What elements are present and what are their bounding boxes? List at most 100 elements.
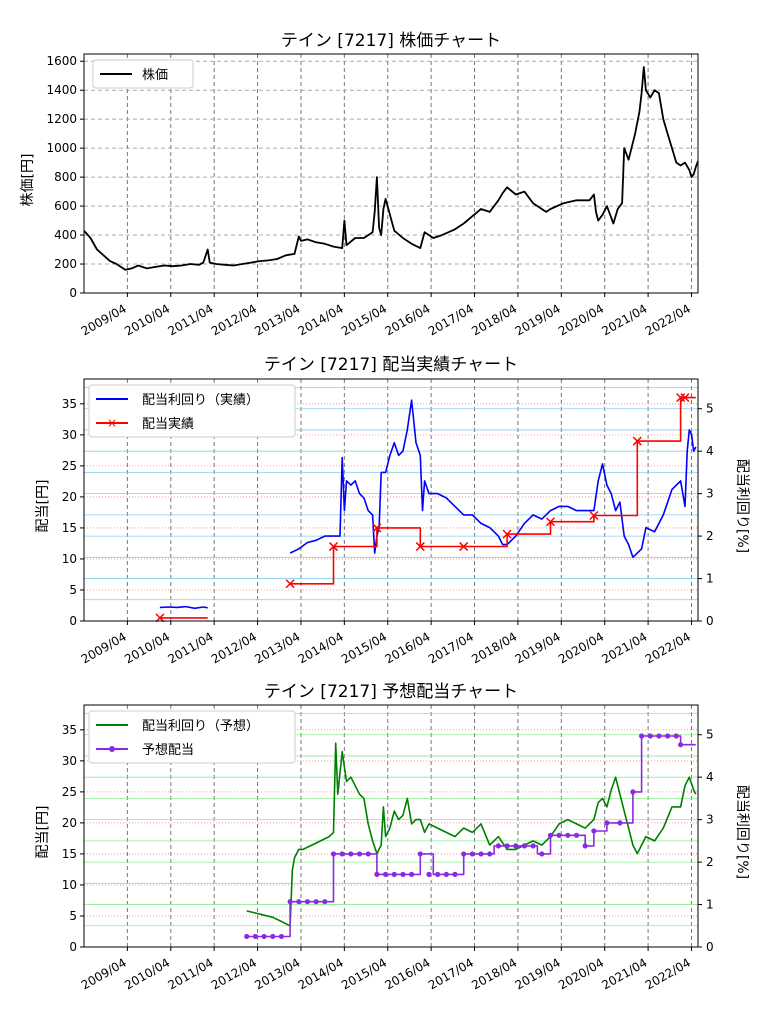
x-tick-label: 2020/04 bbox=[556, 955, 606, 992]
price-chart-ticks: 2009/042010/042011/042012/042013/042014/… bbox=[46, 54, 693, 338]
y-tick-label: 30 bbox=[62, 428, 77, 442]
dividend-forecast-frame bbox=[83, 704, 699, 948]
y2-tick-label: 3 bbox=[706, 813, 714, 827]
y-tick-label: 25 bbox=[62, 785, 77, 799]
data-point bbox=[348, 851, 354, 857]
series-line bbox=[289, 399, 697, 559]
dividend-actual-frame bbox=[83, 378, 699, 622]
data-point bbox=[673, 733, 679, 739]
dividend-forecast-legend: 配当利回り（予想） 予想配当 bbox=[88, 710, 296, 764]
data-point bbox=[461, 851, 467, 857]
x-tick-label: 2015/04 bbox=[339, 955, 389, 992]
data-point bbox=[617, 820, 623, 826]
dividend-actual-ylabel-right: 配当利回り[%] bbox=[734, 459, 750, 553]
price-chart-frame bbox=[83, 53, 699, 294]
data-point bbox=[573, 832, 580, 838]
data-point bbox=[459, 542, 469, 552]
series-line bbox=[83, 66, 699, 271]
legend-forecast-label: 予想配当 bbox=[142, 742, 194, 758]
data-point bbox=[545, 517, 555, 527]
data-point bbox=[647, 733, 653, 739]
x-tick-label: 2018/04 bbox=[469, 955, 519, 992]
dividend-forecast-ylabel: 配当[円] bbox=[35, 806, 51, 859]
data-point bbox=[487, 851, 493, 857]
data-point bbox=[589, 510, 599, 521]
price-chart-grid bbox=[84, 54, 698, 294]
y-tick-label: 5 bbox=[69, 583, 77, 597]
x-tick-label: 2020/04 bbox=[556, 629, 606, 666]
data-point bbox=[665, 733, 671, 739]
x-tick-label: 2017/04 bbox=[426, 955, 476, 992]
y-tick-label: 20 bbox=[62, 490, 77, 504]
y-tick-label: 5 bbox=[69, 909, 77, 923]
data-point bbox=[287, 899, 293, 905]
legend-forecast-marker bbox=[109, 746, 115, 752]
y-tick-label: 800 bbox=[54, 170, 77, 184]
y-tick-label: 0 bbox=[69, 286, 77, 300]
data-point bbox=[252, 933, 258, 940]
legend-box bbox=[88, 384, 296, 438]
data-point bbox=[604, 820, 610, 826]
y-tick-label: 400 bbox=[54, 228, 77, 242]
x-tick-label: 2012/04 bbox=[209, 955, 259, 992]
x-tick-label: 2010/04 bbox=[122, 301, 172, 338]
data-point bbox=[356, 851, 363, 857]
y2-tick-label: 1 bbox=[706, 572, 714, 586]
data-point bbox=[530, 843, 536, 849]
dividend-actual-plot-area bbox=[155, 393, 697, 623]
data-point bbox=[443, 871, 449, 878]
data-point bbox=[656, 733, 662, 739]
y-tick-label: 30 bbox=[62, 754, 77, 768]
data-point bbox=[365, 851, 371, 857]
x-tick-label: 2011/04 bbox=[165, 955, 215, 992]
data-point bbox=[400, 871, 406, 878]
data-point bbox=[296, 899, 302, 905]
legend-price-label: 株価 bbox=[142, 68, 168, 83]
y-tick-label: 0 bbox=[69, 614, 77, 628]
x-tick-label: 2016/04 bbox=[382, 955, 432, 992]
x-tick-label: 2012/04 bbox=[209, 629, 259, 666]
data-point bbox=[632, 436, 642, 446]
x-tick-label: 2020/04 bbox=[556, 301, 606, 338]
y2-tick-label: 2 bbox=[706, 855, 714, 869]
x-tick-label: 2017/04 bbox=[426, 629, 476, 666]
x-tick-label: 2015/04 bbox=[339, 301, 389, 338]
x-tick-label: 2022/04 bbox=[643, 301, 693, 338]
price-chart: テイン [7217] 株価チャート 株価[円] 2009/042010/0420… bbox=[20, 31, 699, 339]
y-tick-label: 1000 bbox=[46, 141, 77, 155]
x-tick-label: 2018/04 bbox=[469, 301, 519, 338]
x-tick-label: 2021/04 bbox=[599, 955, 649, 992]
dividend-actual-legend: 配当利回り（実績） × 配当実績 bbox=[88, 384, 296, 438]
x-tick-label: 2021/04 bbox=[599, 301, 649, 338]
y-tick-label: 15 bbox=[62, 521, 77, 535]
data-point bbox=[339, 851, 345, 857]
data-point bbox=[313, 899, 319, 905]
x-tick-label: 2011/04 bbox=[165, 301, 215, 338]
x-tick-label: 2009/04 bbox=[79, 629, 129, 666]
x-tick-label: 2018/04 bbox=[469, 629, 519, 666]
legend-forecast-yield-label: 配当利回り（予想） bbox=[142, 718, 259, 734]
x-tick-label: 2013/04 bbox=[252, 955, 302, 992]
price-chart-title: テイン [7217] 株価チャート bbox=[281, 31, 501, 51]
x-tick-label: 2012/04 bbox=[209, 301, 259, 338]
data-point bbox=[513, 843, 519, 849]
x-tick-label: 2010/04 bbox=[122, 629, 172, 666]
series-line bbox=[159, 605, 208, 610]
data-point bbox=[502, 529, 512, 539]
y-tick-label: 25 bbox=[62, 459, 77, 473]
legend-box bbox=[92, 59, 194, 89]
y-tick-label: 0 bbox=[69, 940, 77, 954]
data-point bbox=[330, 851, 337, 857]
legend-yield-label: 配当利回り（実績） bbox=[142, 392, 259, 408]
y2-tick-label: 4 bbox=[706, 444, 714, 458]
y2-tick-label: 0 bbox=[706, 940, 714, 954]
x-tick-label: 2009/04 bbox=[79, 301, 129, 338]
data-point bbox=[521, 843, 528, 849]
data-point bbox=[547, 832, 554, 838]
legend-box bbox=[88, 710, 296, 764]
x-tick-label: 2019/04 bbox=[513, 629, 563, 666]
data-point bbox=[556, 832, 562, 838]
x-tick-label: 2014/04 bbox=[296, 629, 346, 666]
series-line bbox=[246, 742, 697, 927]
